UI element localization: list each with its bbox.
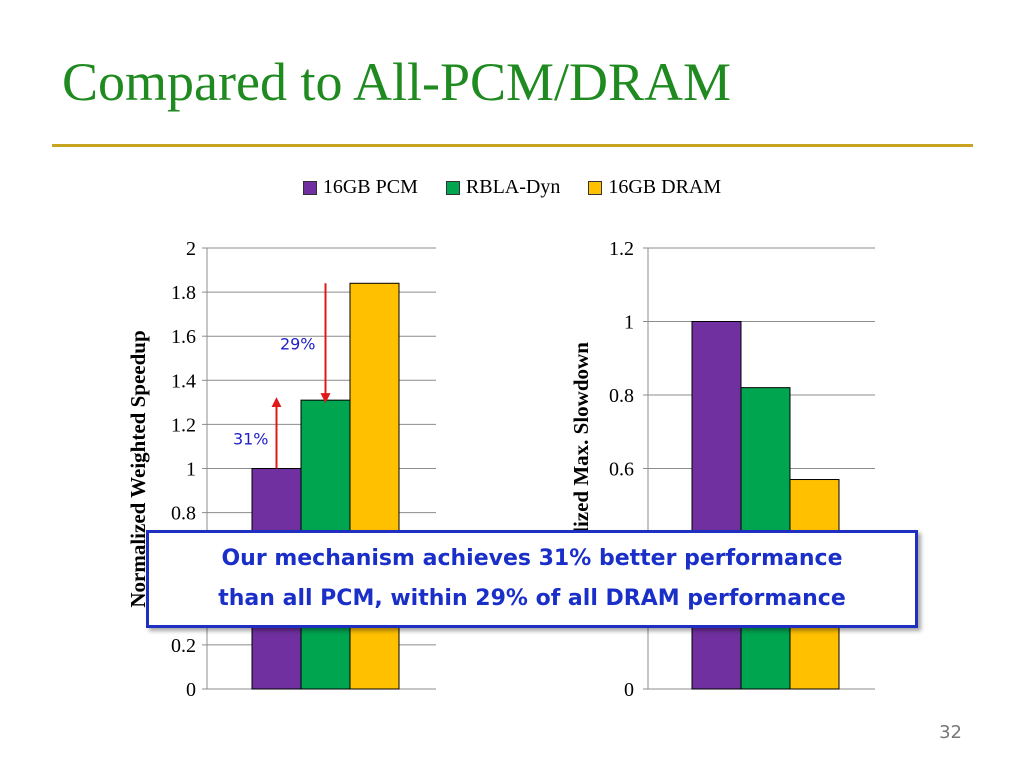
y-tick-label: 0 bbox=[624, 679, 634, 701]
bar-16gb-pcm bbox=[691, 321, 742, 690]
y-tick-label: 0.8 bbox=[609, 385, 634, 407]
annotation-label-2: 29% bbox=[280, 334, 316, 353]
y-tick-label: 1 bbox=[186, 459, 196, 481]
y-tick-label: 0 bbox=[186, 679, 196, 701]
y-tick-label: 1.2 bbox=[171, 414, 196, 436]
legend-item-pcm: 16GB PCM bbox=[302, 176, 418, 199]
page-number: 32 bbox=[939, 722, 962, 743]
y-tick-label: 1.6 bbox=[171, 326, 196, 348]
legend-item-rbla: RBLA-Dyn bbox=[445, 176, 561, 199]
legend-swatch-pcm bbox=[302, 180, 317, 195]
bar-16gb-dram bbox=[349, 282, 400, 690]
title-divider bbox=[52, 144, 973, 147]
legend-swatch-dram bbox=[588, 180, 603, 195]
callout-line-2: than all PCM, within 29% of all DRAM per… bbox=[218, 586, 846, 611]
y-tick-label: 2 bbox=[186, 238, 196, 260]
y-tick-label: 1.8 bbox=[171, 282, 196, 304]
chart-legend: 16GB PCM RBLA-Dyn 16GB DRAM bbox=[0, 176, 1024, 199]
legend-label-rbla: RBLA-Dyn bbox=[465, 176, 561, 198]
y-tick-label: 1.2 bbox=[609, 238, 634, 260]
y-tick-label: 0.2 bbox=[171, 635, 196, 657]
y-tick-label: 0.6 bbox=[609, 459, 634, 481]
summary-callout: Our mechanism achieves 31% better perfor… bbox=[146, 530, 918, 628]
legend-label-pcm: 16GB PCM bbox=[322, 176, 418, 198]
callout-line-1: Our mechanism achieves 31% better perfor… bbox=[221, 546, 843, 571]
legend-swatch-rbla bbox=[445, 180, 460, 195]
legend-item-dram: 16GB DRAM bbox=[588, 176, 721, 199]
y-tick-label: 1.4 bbox=[171, 370, 196, 392]
y-tick-label: 0.8 bbox=[171, 503, 196, 525]
y-tick-label: 1 bbox=[624, 312, 634, 334]
slide-title: Compared to All-PCM/DRAM bbox=[62, 52, 732, 112]
annotation-label-1: 31% bbox=[233, 429, 269, 448]
legend-label-dram: 16GB DRAM bbox=[608, 176, 722, 198]
